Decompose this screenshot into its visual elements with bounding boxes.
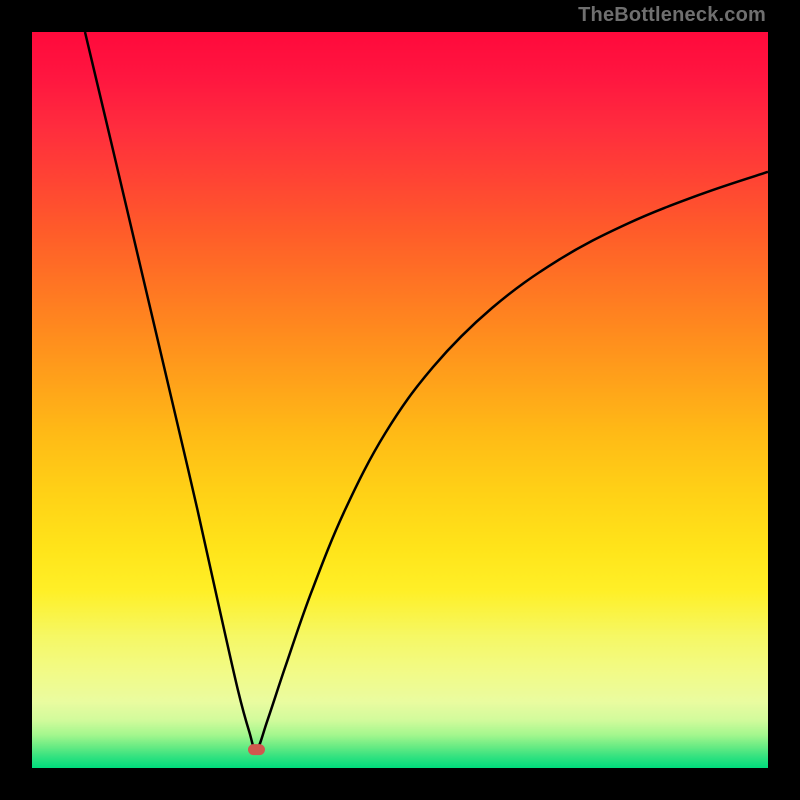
watermark-text: TheBottleneck.com bbox=[578, 4, 766, 27]
curve-layer bbox=[32, 32, 768, 768]
figure-frame: TheBottleneck.com bbox=[0, 0, 800, 800]
minimum-marker bbox=[248, 745, 264, 755]
bottleneck-curve bbox=[85, 32, 768, 750]
plot-area bbox=[32, 32, 768, 768]
